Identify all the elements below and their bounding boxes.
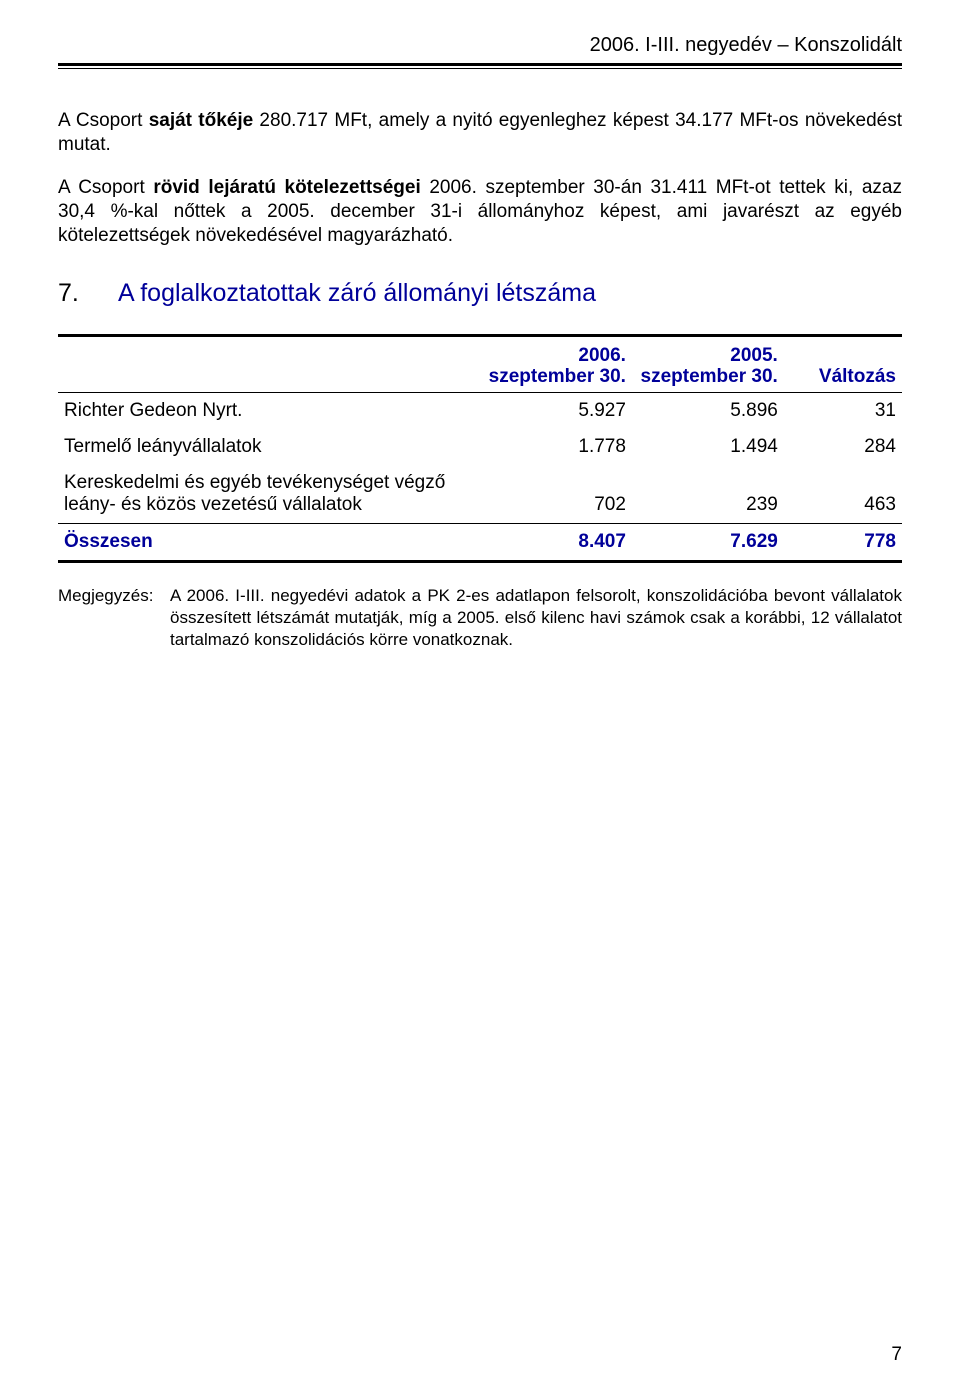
cell: 5.896 xyxy=(632,393,784,430)
col-header-change: Változás xyxy=(784,335,902,393)
table-row: Termelő leányvállalatok 1.778 1.494 284 xyxy=(58,429,902,465)
col-header-2006: 2006.szeptember 30. xyxy=(480,335,632,393)
paragraph-2: A Csoport rövid lejáratú kötelezettségei… xyxy=(58,176,902,249)
row-label: Richter Gedeon Nyrt. xyxy=(58,393,480,430)
page-header: 2006. I-III. negyedév – Konszolidált xyxy=(58,34,902,57)
employee-table: 2006.szeptember 30. 2005.szeptember 30. … xyxy=(58,334,902,564)
table-total-row: Összesen 8.407 7.629 778 xyxy=(58,524,902,562)
cell: 1.494 xyxy=(632,429,784,465)
total-cell: 778 xyxy=(784,524,902,562)
page-number: 7 xyxy=(891,1344,902,1366)
row-label: Kereskedelmi és egyéb tevékenységet végz… xyxy=(58,465,480,524)
total-cell: 8.407 xyxy=(480,524,632,562)
col-header-label xyxy=(58,335,480,393)
section-number: 7. xyxy=(58,279,118,308)
section-title: A foglalkoztatottak záró állományi létsz… xyxy=(118,279,596,308)
table-row: Kereskedelmi és egyéb tevékenységet végz… xyxy=(58,465,902,524)
header-rules xyxy=(58,63,902,69)
total-cell: 7.629 xyxy=(632,524,784,562)
cell: 702 xyxy=(480,465,632,524)
table-header-row: 2006.szeptember 30. 2005.szeptember 30. … xyxy=(58,335,902,393)
rule-thin xyxy=(58,68,902,69)
row-label: Termelő leányvállalatok xyxy=(58,429,480,465)
paragraph-1: A Csoport saját tőkéje 280.717 MFt, amel… xyxy=(58,109,902,158)
cell: 239 xyxy=(632,465,784,524)
cell: 284 xyxy=(784,429,902,465)
table-row: Richter Gedeon Nyrt. 5.927 5.896 31 xyxy=(58,393,902,430)
total-label: Összesen xyxy=(58,524,480,562)
note-block: Megjegyzés: A 2006. I-III. negyedévi ada… xyxy=(58,585,902,650)
rule-thick xyxy=(58,63,902,66)
cell: 1.778 xyxy=(480,429,632,465)
note-label: Megjegyzés: xyxy=(58,585,170,650)
cell: 31 xyxy=(784,393,902,430)
col-header-2005: 2005.szeptember 30. xyxy=(632,335,784,393)
cell: 5.927 xyxy=(480,393,632,430)
section-heading: 7. A foglalkoztatottak záró állományi lé… xyxy=(58,279,902,308)
cell: 463 xyxy=(784,465,902,524)
note-body: A 2006. I-III. negyedévi adatok a PK 2-e… xyxy=(170,585,902,650)
